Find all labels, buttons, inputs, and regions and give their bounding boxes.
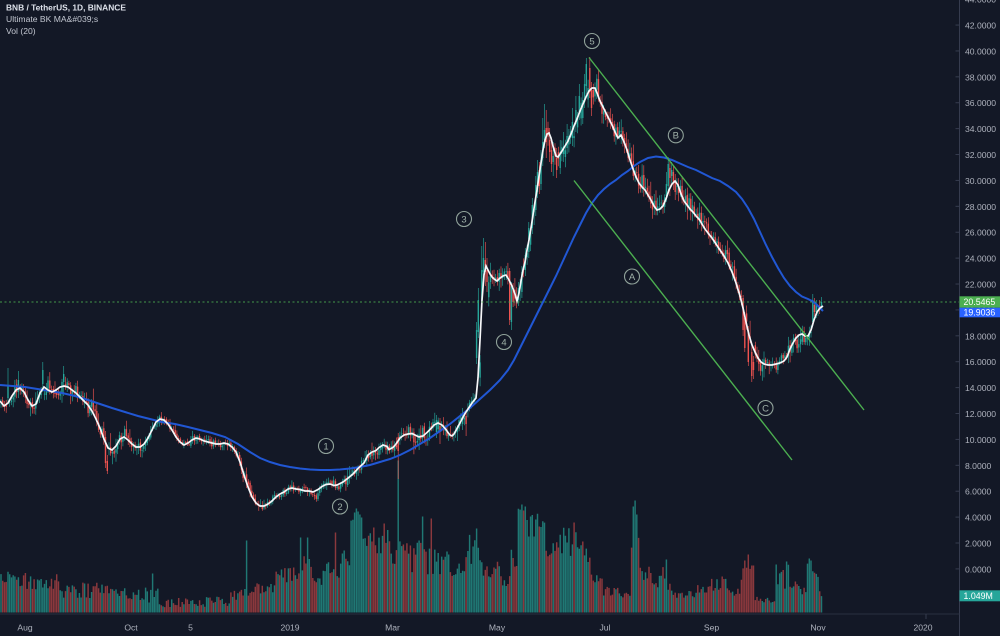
svg-text:24.0000: 24.0000 <box>965 254 996 264</box>
svg-text:4: 4 <box>501 337 506 348</box>
svg-text:B: B <box>673 131 679 142</box>
svg-text:Oct: Oct <box>124 623 138 633</box>
svg-text:18.0000: 18.0000 <box>965 331 996 341</box>
svg-text:19.9036: 19.9036 <box>964 307 996 317</box>
svg-text:12.0000: 12.0000 <box>965 409 996 419</box>
svg-text:16.0000: 16.0000 <box>965 357 996 367</box>
svg-text:Sep: Sep <box>704 623 720 633</box>
svg-text:2: 2 <box>337 502 342 513</box>
svg-text:22.0000: 22.0000 <box>965 280 996 290</box>
svg-text:38.0000: 38.0000 <box>965 72 996 82</box>
svg-text:2020: 2020 <box>913 623 932 633</box>
svg-text:14.0000: 14.0000 <box>965 383 996 393</box>
svg-text:3: 3 <box>461 214 466 225</box>
svg-text:36.0000: 36.0000 <box>965 98 996 108</box>
svg-text:4.0000: 4.0000 <box>965 513 992 523</box>
svg-text:8.0000: 8.0000 <box>965 461 992 471</box>
svg-text:1: 1 <box>323 441 328 452</box>
svg-text:Nov: Nov <box>810 623 826 633</box>
svg-text:Ultimate BK MA&#039;s: Ultimate BK MA&#039;s <box>6 14 98 24</box>
svg-text:32.0000: 32.0000 <box>965 150 996 160</box>
svg-text:34.0000: 34.0000 <box>965 124 996 134</box>
svg-text:6.0000: 6.0000 <box>965 487 992 497</box>
svg-text:May: May <box>489 623 506 633</box>
svg-text:28.0000: 28.0000 <box>965 202 996 212</box>
svg-text:Jul: Jul <box>600 623 611 633</box>
svg-text:30.0000: 30.0000 <box>965 176 996 186</box>
svg-text:2019: 2019 <box>280 623 299 633</box>
svg-text:42.0000: 42.0000 <box>965 21 996 31</box>
svg-text:20.5465: 20.5465 <box>964 297 996 307</box>
svg-text:44.0000: 44.0000 <box>965 0 996 5</box>
svg-text:5: 5 <box>188 623 193 633</box>
svg-text:Vol (20): Vol (20) <box>6 26 36 36</box>
svg-text:40.0000: 40.0000 <box>965 46 996 56</box>
svg-text:10.0000: 10.0000 <box>965 435 996 445</box>
svg-text:C: C <box>762 403 769 414</box>
svg-text:26.0000: 26.0000 <box>965 228 996 238</box>
svg-text:A: A <box>629 272 636 283</box>
svg-text:2.0000: 2.0000 <box>965 539 992 549</box>
svg-text:Mar: Mar <box>385 623 400 633</box>
svg-text:0.0000: 0.0000 <box>965 564 992 574</box>
svg-text:1.049M: 1.049M <box>964 591 993 601</box>
svg-text:BNB / TetherUS, 1D, BINANCE: BNB / TetherUS, 1D, BINANCE <box>6 3 126 13</box>
svg-text:5: 5 <box>589 36 594 47</box>
svg-text:Aug: Aug <box>17 623 33 633</box>
